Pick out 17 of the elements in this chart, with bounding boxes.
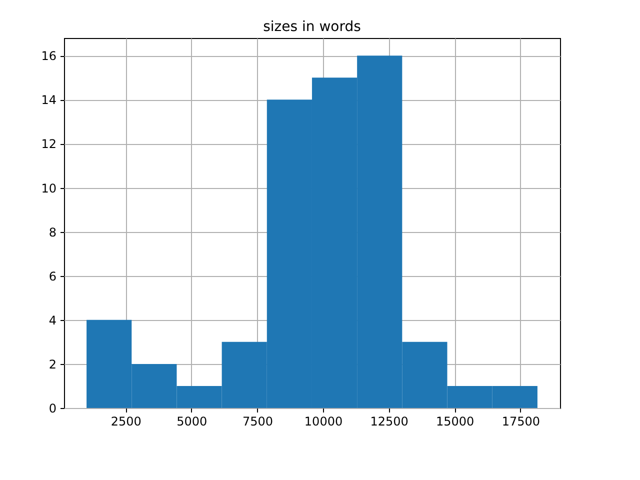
x-tick-label: 15000 bbox=[436, 414, 474, 428]
y-tick-label: 6 bbox=[48, 269, 56, 284]
y-tick-label: 4 bbox=[48, 313, 56, 328]
chart-title: sizes in words bbox=[263, 19, 361, 35]
y-tick-label: 12 bbox=[41, 137, 56, 152]
y-tick-label: 10 bbox=[41, 181, 56, 196]
y-tick-label: 8 bbox=[48, 225, 56, 240]
x-tick-label: 5000 bbox=[176, 414, 208, 428]
x-tick-label: 2500 bbox=[110, 414, 142, 428]
y-tick-label: 16 bbox=[41, 49, 56, 64]
y-tick-label: 2 bbox=[48, 357, 56, 372]
x-tick-label: 17500 bbox=[502, 414, 540, 428]
y-tick-label: 14 bbox=[41, 93, 56, 108]
x-tick-label: 7500 bbox=[242, 414, 273, 428]
y-tick-label: 0 bbox=[48, 402, 56, 416]
x-tick-label: 10000 bbox=[304, 414, 343, 428]
x-tick-label: 12500 bbox=[370, 414, 408, 428]
